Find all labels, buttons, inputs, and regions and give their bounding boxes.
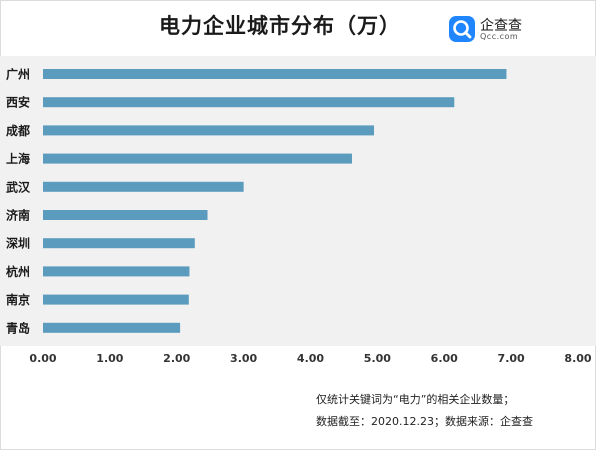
bar (43, 153, 352, 164)
footnote: 仅统计关键词为“电力”的相关企业数量； 数据截至：2020.12.23；数据来源… (316, 389, 533, 433)
bar (43, 294, 189, 305)
x-tick-label: 7.00 (498, 352, 525, 365)
category-label: 广州 (6, 67, 30, 82)
category-label: 济南 (6, 208, 30, 223)
bar (43, 238, 195, 249)
category-label: 青岛 (6, 320, 30, 335)
footnote-source: 数据截至：2020.12.23；数据来源：企查查 (316, 415, 533, 428)
bar (43, 125, 375, 136)
category-label: 上海 (6, 151, 30, 166)
x-tick-label: 8.00 (564, 352, 591, 365)
x-tick-label: 0.00 (29, 352, 56, 365)
category-label: 南京 (6, 292, 30, 307)
category-label: 西安 (6, 95, 30, 110)
x-tick-label: 5.00 (364, 352, 391, 365)
bar (43, 97, 455, 108)
category-label: 杭州 (6, 264, 30, 279)
bar (43, 266, 190, 277)
bar (43, 69, 507, 79)
category-label: 成都 (6, 123, 30, 138)
bar (43, 210, 208, 220)
x-tick-label: 6.00 (431, 352, 458, 365)
brand-name: 企查查 (480, 18, 522, 34)
chart-title: 电力企业城市分布（万） (159, 14, 401, 38)
x-tick-label: 4.00 (297, 352, 324, 365)
category-label: 深圳 (6, 236, 30, 251)
x-tick-label: 2.00 (163, 352, 190, 365)
brand-logo: 企查查 Qcc.com (449, 16, 559, 44)
category-label: 武汉 (6, 179, 31, 194)
footnote-scope: 仅统计关键词为“电力”的相关企业数量； (316, 393, 515, 406)
qcc-logo-icon (449, 16, 475, 42)
x-tick-label: 1.00 (96, 352, 123, 365)
brand-domain: Qcc.com (480, 32, 519, 41)
bar (43, 181, 244, 192)
bar (43, 322, 181, 333)
x-tick-label: 3.00 (230, 352, 257, 365)
